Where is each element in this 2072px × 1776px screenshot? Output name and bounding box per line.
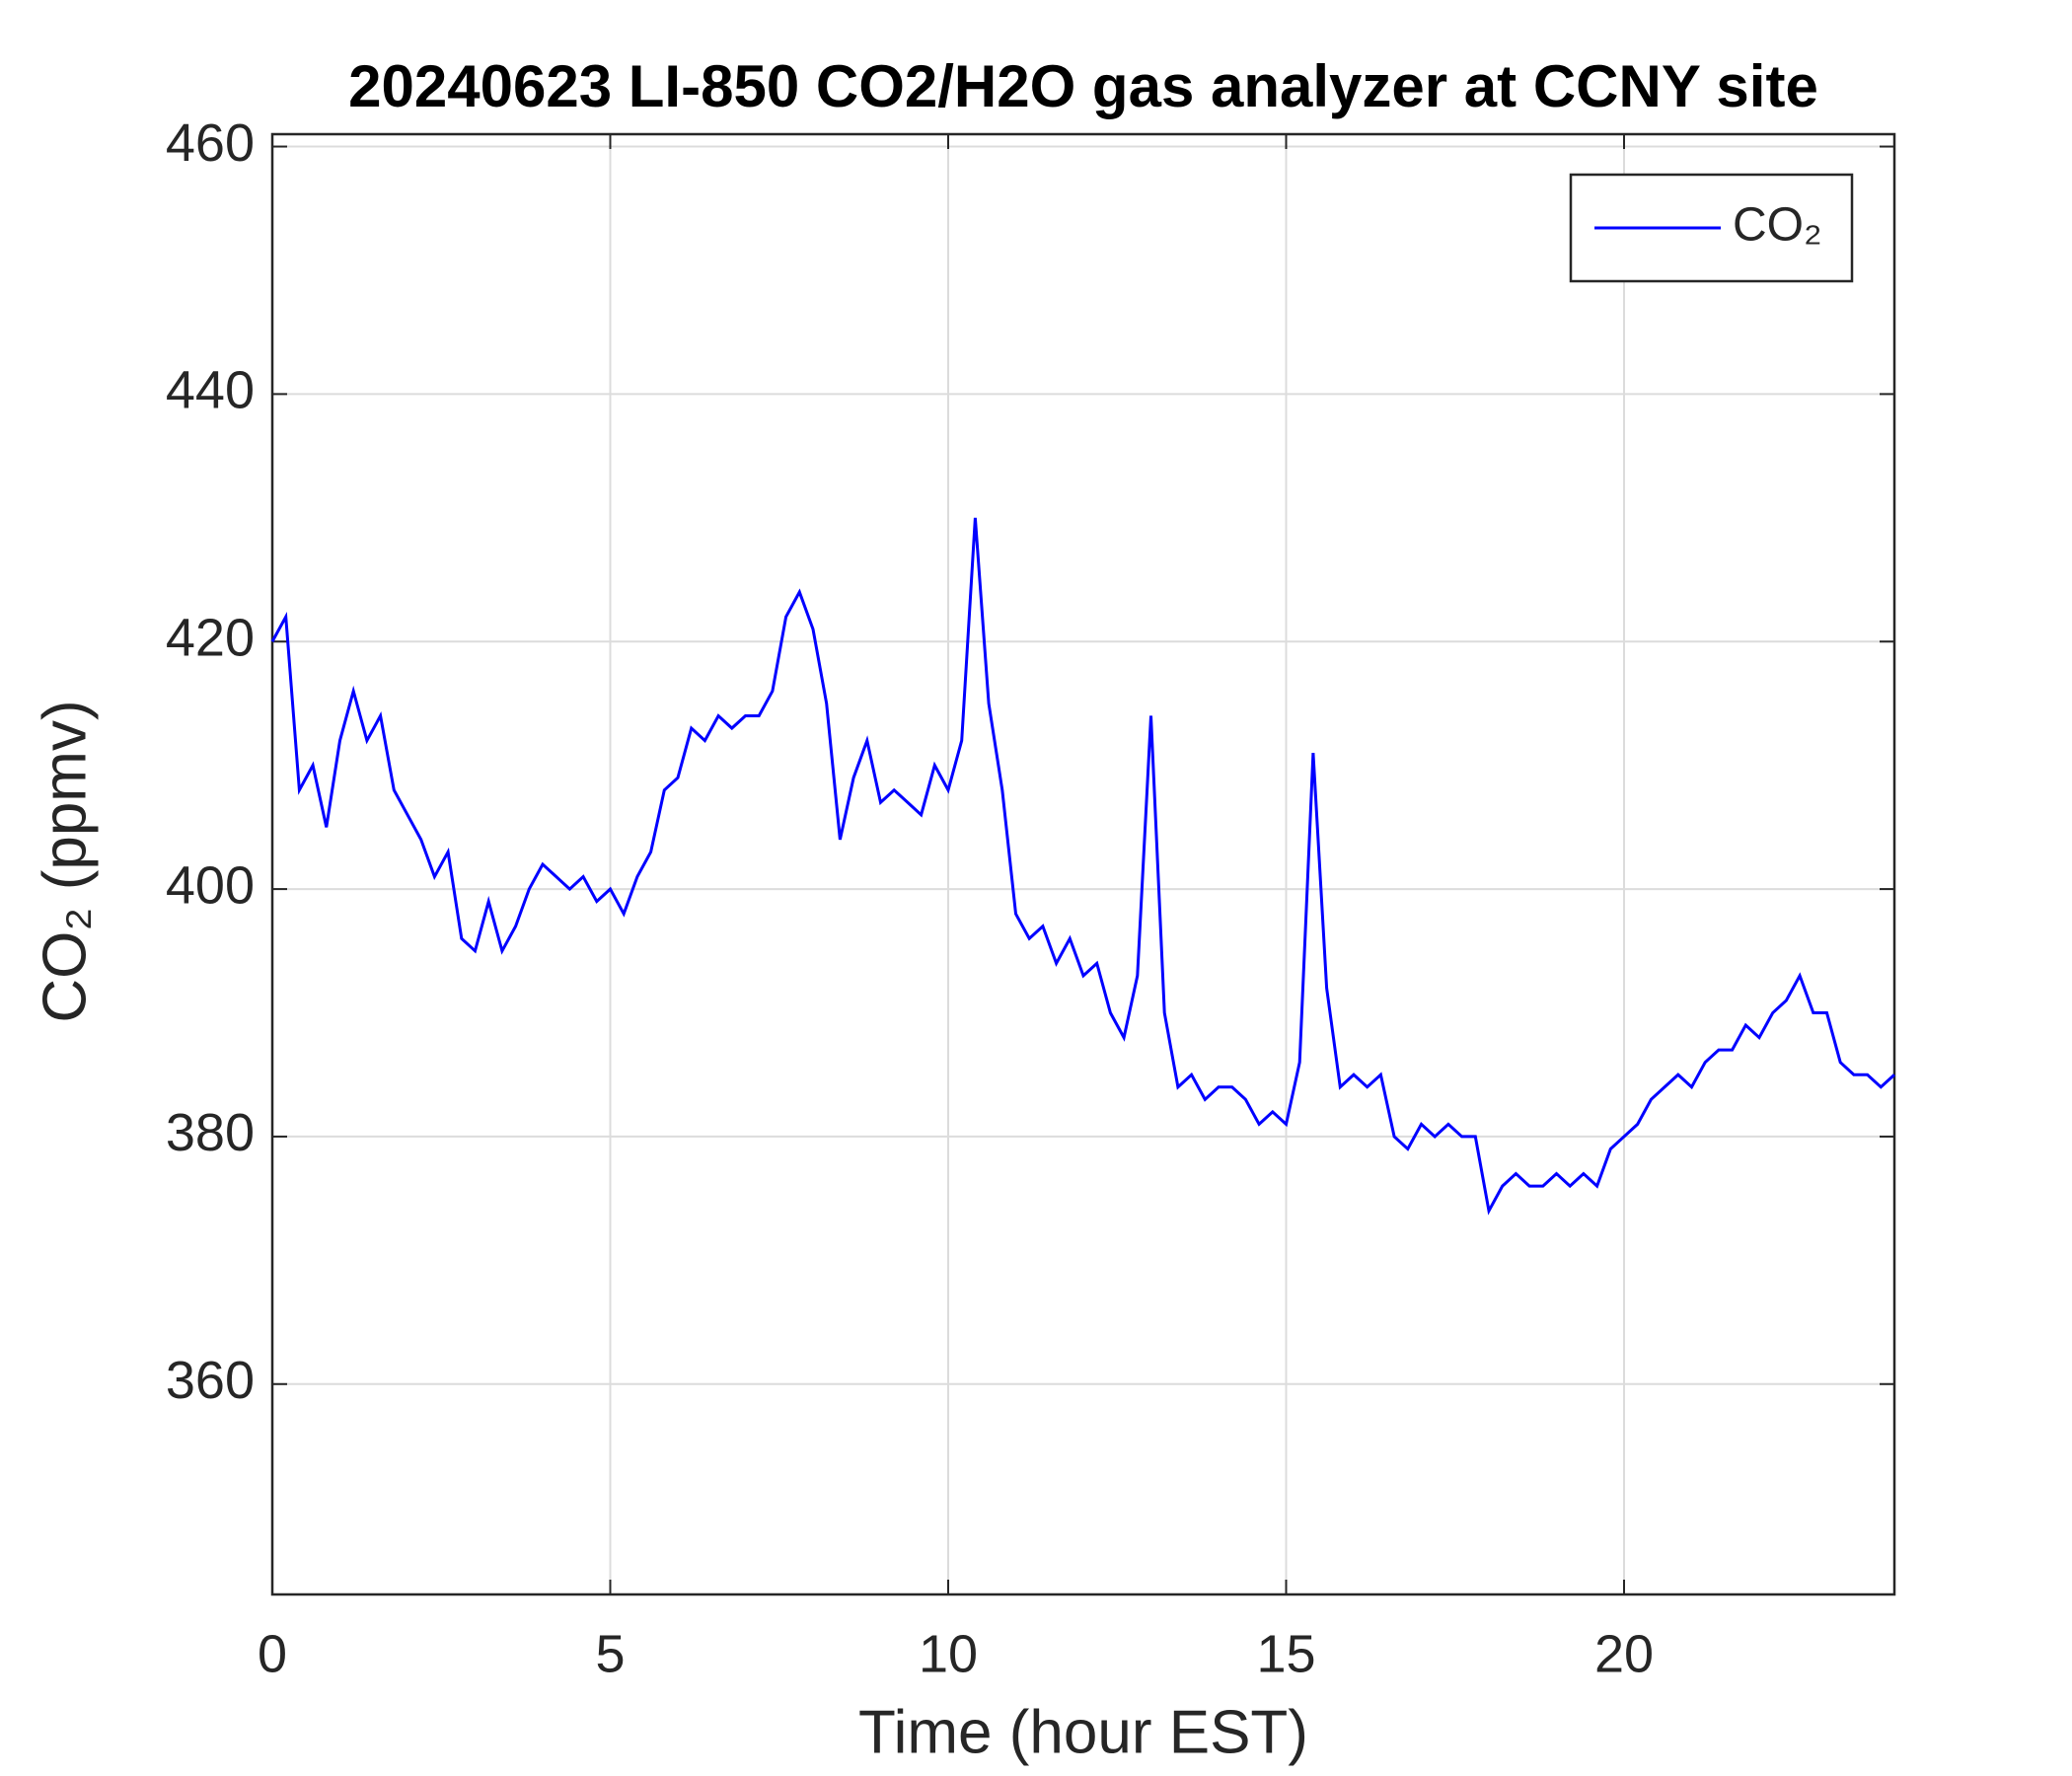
y-tick-label: 460 [166,113,255,173]
x-tick-label: 20 [1594,1624,1654,1683]
plot-frame [270,132,1896,1596]
y-tick-label: 440 [166,361,255,420]
legend-label: CO₂ [1733,199,1822,252]
y-tick-label: 420 [166,609,255,668]
x-tick-label: 0 [258,1624,287,1683]
data-line [270,517,1896,1216]
y-tick-label: 380 [166,1103,255,1162]
x-tick-label: 10 [919,1624,978,1683]
chart-title: 20240623 LI-850 CO2/H2O gas analyzer at … [348,53,1818,119]
x-tick-label: 5 [595,1624,625,1683]
y-tick-label: 400 [166,855,255,915]
y-tick-label: 360 [166,1351,255,1410]
x-axis-label: Time (hour EST) [858,1698,1308,1766]
x-tick-label: 15 [1256,1624,1315,1683]
y-axis-label: CO₂ (ppmv) [31,700,99,1022]
